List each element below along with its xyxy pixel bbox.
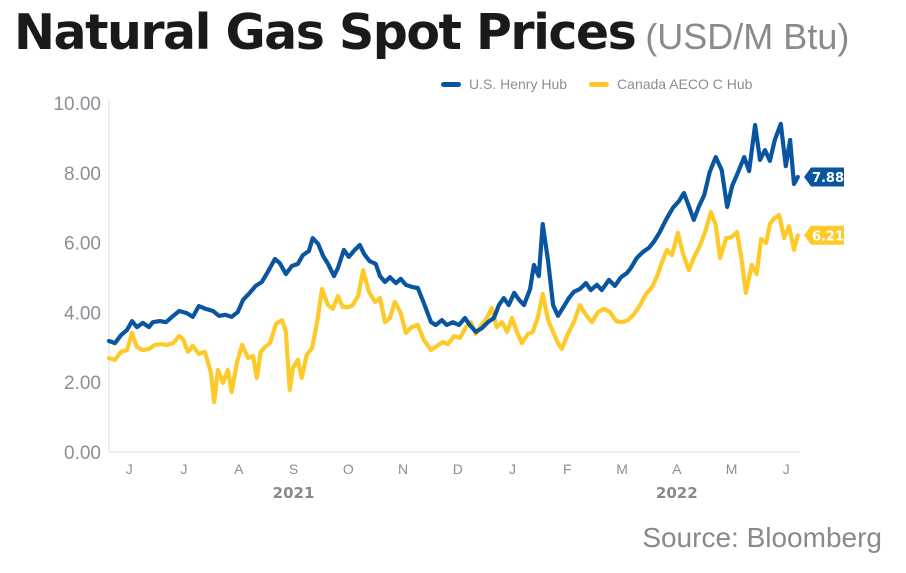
chart-title-block: Natural Gas Spot Prices (USD/M Btu) [14, 4, 849, 61]
x-tick-label: A [672, 461, 682, 477]
x-tick-label: J [783, 461, 790, 477]
y-tick-label: 2.00 [64, 373, 101, 394]
y-tick-label: 10.00 [53, 94, 101, 115]
series-line-aeco [106, 209, 800, 405]
x-tick-label: J [181, 461, 188, 477]
chart-units: (USD/M Btu) [645, 16, 850, 57]
x-tick-label: N [398, 461, 408, 477]
x-tick-label: S [289, 461, 298, 477]
x-year-label: 2021 [273, 484, 315, 502]
x-tick-label: D [453, 461, 463, 477]
x-tick-label: J [509, 461, 516, 477]
end-label-tag-henry-hub [804, 167, 844, 187]
x-year-label: 2022 [656, 484, 698, 502]
x-tick-label: F [563, 461, 572, 477]
x-tick-label: M [616, 461, 628, 477]
x-tick-label: J [126, 461, 133, 477]
y-tick-label: 0.00 [64, 443, 101, 464]
y-tick-label: 8.00 [64, 164, 101, 185]
legend-item-henry-hub: U.S. Henry Hub [441, 76, 567, 92]
x-tick-label: O [343, 461, 354, 477]
source-note: Source: Bloomberg [642, 522, 882, 553]
end-label-henry-hub: 7.88 [812, 171, 844, 186]
series-line-henry-hub [106, 121, 800, 346]
chart-title: Natural Gas Spot Prices [14, 4, 637, 61]
x-tick-label: M [726, 461, 738, 477]
legend: U.S. Henry Hub Canada AECO C Hub [441, 76, 774, 92]
x-tick-label: A [234, 461, 244, 477]
legend-item-aeco: Canada AECO C Hub [589, 76, 752, 92]
legend-label-aeco: Canada AECO C Hub [617, 76, 753, 92]
legend-label-henry-hub: U.S. Henry Hub [469, 76, 568, 92]
y-tick-label: 4.00 [64, 303, 101, 324]
end-label-tag-aeco [804, 225, 844, 245]
legend-swatch-aeco [589, 81, 610, 87]
y-tick-label: 6.00 [64, 234, 101, 255]
legend-swatch-henry-hub [441, 81, 461, 87]
end-label-aeco: 6.21 [812, 229, 844, 244]
